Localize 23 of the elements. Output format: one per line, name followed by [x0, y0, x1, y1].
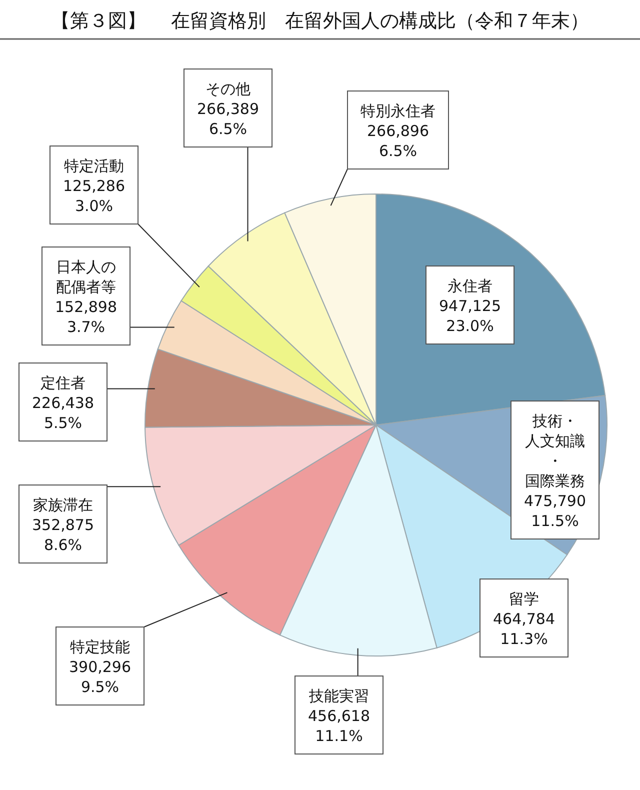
data-label: 226,438 5.5%	[32, 394, 94, 432]
slice-label: 定住者	[40, 374, 86, 392]
data-label: 125,286 3.0%	[62, 177, 126, 215]
data-label: 352,875 8.6%	[32, 516, 94, 554]
chart-title: 【第３図】 在留資格別 在留外国人の構成比（令和７年末）	[50, 10, 590, 32]
slice-label: 日本人の配偶者等	[56, 258, 116, 296]
data-label: 475,790 11.5%	[524, 492, 586, 530]
data-label: 266,896 6.5%	[366, 122, 430, 160]
slice-label: 永住者	[448, 277, 492, 295]
data-label: 456,618 11.1%	[308, 707, 370, 745]
slice-label: その他	[206, 80, 250, 98]
data-label: 152,898 3.7%	[54, 298, 118, 336]
slice-label: 特定活動	[64, 157, 124, 175]
slice-label: 家族滞在	[33, 496, 93, 514]
slice-label: 特別永住者	[360, 102, 436, 120]
slice-label: 技能実習	[308, 687, 369, 705]
data-label: 464,784 11.3%	[492, 610, 556, 648]
data-label: 266,389 6.5%	[196, 100, 260, 138]
slice-label: 特定技能	[70, 638, 130, 656]
data-label: 947,125 23.0%	[438, 297, 502, 335]
data-label: 390,296 9.5%	[68, 658, 132, 696]
slice-label: 留学	[509, 590, 539, 608]
slice-label: 技術・人文知識・国際業務	[525, 412, 585, 490]
